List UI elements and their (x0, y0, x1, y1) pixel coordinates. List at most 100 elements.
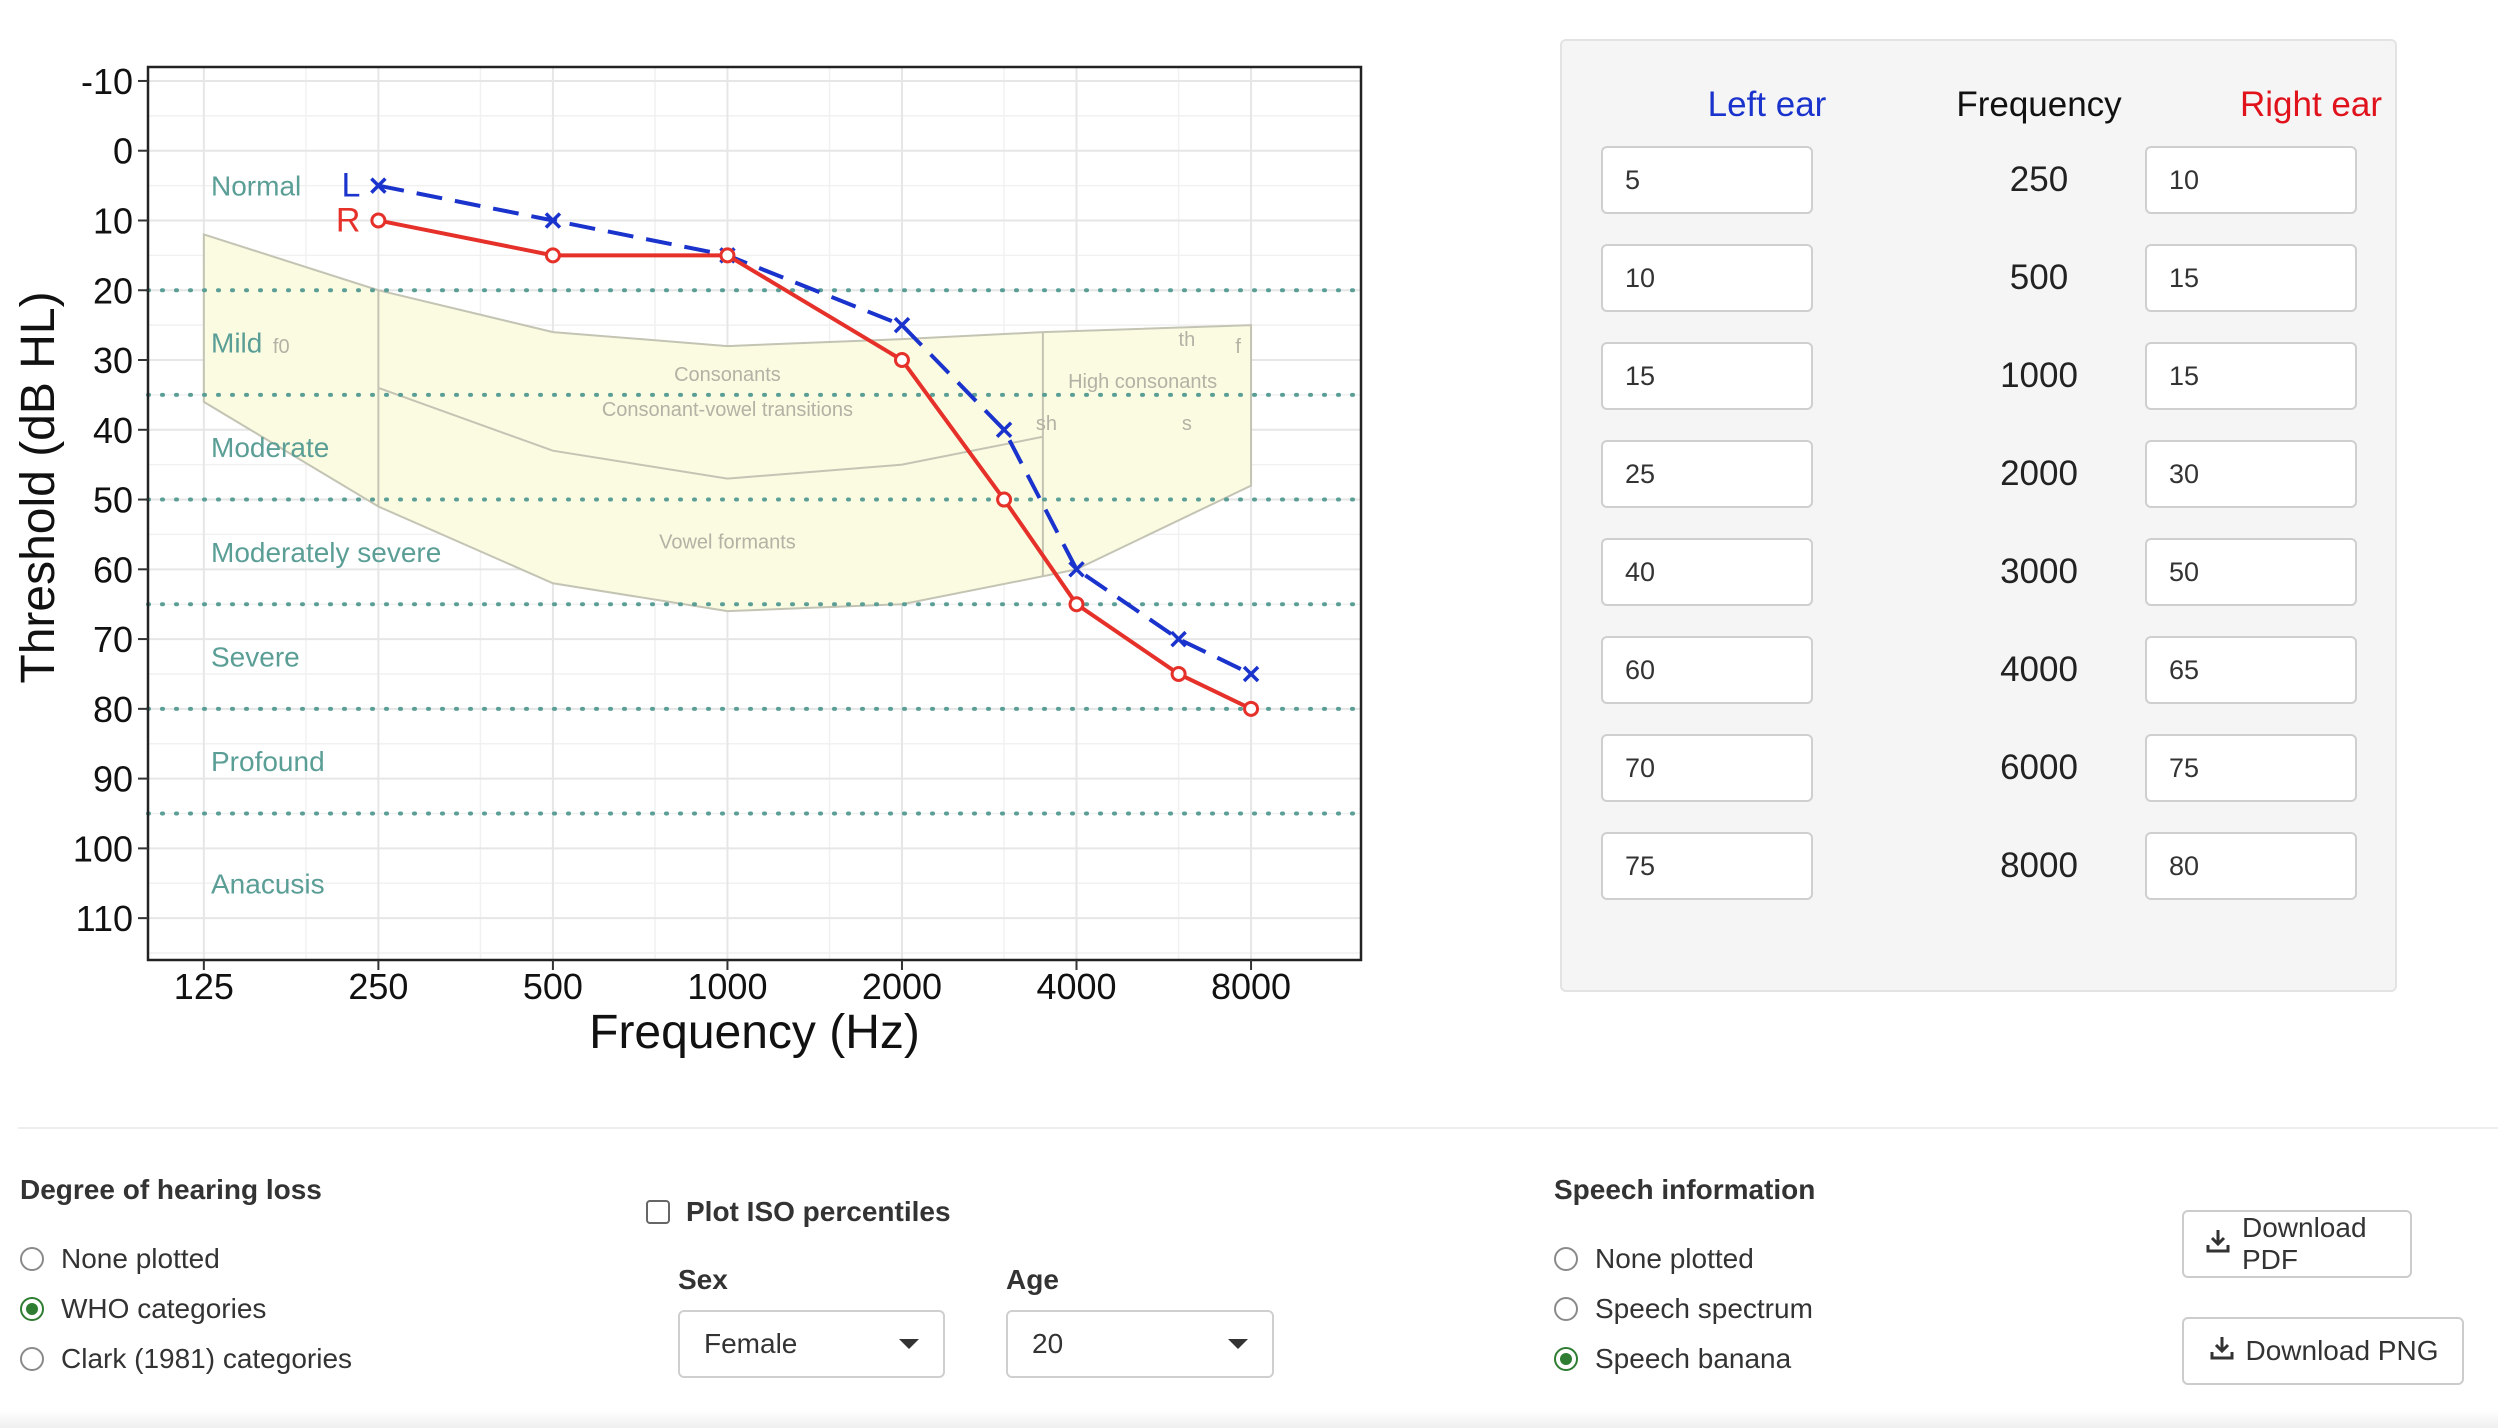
sex-label: Sex (678, 1264, 728, 1295)
left-ear-input[interactable] (1601, 636, 1813, 704)
left-ear-header: Left ear (1707, 85, 1827, 124)
frequency-label: 2000 (2000, 454, 2078, 493)
degree-title: Degree of hearing loss (20, 1174, 322, 1205)
x-tick-label: 8000 (1211, 966, 1291, 1007)
degree-option-label: None plotted (61, 1243, 220, 1274)
y-tick-label: 50 (93, 480, 133, 521)
x-tick-label: 4000 (1036, 966, 1116, 1007)
download-pdf-button[interactable]: Download PDF (2182, 1210, 2412, 1278)
category-label: Moderately severe (211, 537, 441, 568)
download-icon (2208, 1334, 2236, 1369)
page-bottom-edge (0, 1410, 2498, 1428)
data-point-R (893, 352, 910, 369)
right-ear-header: Right ear (2239, 85, 2383, 124)
right-ear-input[interactable] (2145, 244, 2357, 312)
frequency-label: 500 (2009, 258, 2069, 297)
speech-radio[interactable] (1554, 1347, 1578, 1371)
speech-label: Vowel formants (659, 531, 796, 553)
speech-label: Consonants (674, 364, 781, 386)
audiogram-plot: f0 Consonants Consonant-vowel transitions V… (0, 0, 1400, 1085)
speech-option[interactable]: None plotted (1554, 1243, 1754, 1275)
speech-label: High consonants (1068, 371, 1217, 393)
degree-option-label: WHO categories (61, 1293, 267, 1324)
left-ear-input[interactable] (1601, 146, 1813, 214)
age-select-value: 20 (1032, 1328, 1064, 1359)
y-tick-label: 20 (93, 270, 133, 311)
iso-percentiles-toggle[interactable]: Plot ISO percentiles (646, 1196, 951, 1228)
left-ear-input[interactable] (1601, 832, 1813, 900)
y-tick-label: 60 (93, 549, 133, 590)
series-label-R: R (336, 201, 361, 239)
data-point-R (544, 247, 561, 264)
right-ear-input[interactable] (2145, 636, 2357, 704)
x-tick-label: 500 (523, 966, 583, 1007)
y-tick-label: 110 (76, 898, 133, 939)
data-point-R (1170, 665, 1187, 682)
age-select[interactable]: 20 (1006, 1310, 1274, 1378)
speech-radio[interactable] (1554, 1247, 1578, 1271)
data-point-L (1068, 561, 1085, 578)
data-point-L (995, 421, 1013, 439)
frequency-label: 3000 (2000, 552, 2078, 591)
right-ear-input[interactable] (2145, 538, 2357, 606)
category-label: Normal (211, 171, 301, 202)
degree-option[interactable]: None plotted (20, 1243, 220, 1275)
left-ear-input[interactable] (1601, 244, 1813, 312)
degree-option[interactable]: Clark (1981) categories (20, 1343, 352, 1375)
speech-banana-divider (378, 386, 1044, 480)
speech-option-label: None plotted (1595, 1243, 1754, 1274)
data-point-L (1242, 665, 1260, 683)
speech-radio[interactable] (1554, 1297, 1578, 1321)
frequency-label: 250 (2009, 160, 2069, 199)
chevron-down-icon (899, 1339, 919, 1349)
x-tick-label: 1000 (687, 966, 767, 1007)
speech-option[interactable]: Speech banana (1554, 1343, 1791, 1375)
degree-radio[interactable] (20, 1347, 44, 1371)
degree-option[interactable]: WHO categories (20, 1293, 266, 1325)
y-tick-label: 100 (73, 828, 133, 869)
speech-label: s (1182, 413, 1192, 435)
speech-label: sh (1036, 413, 1057, 435)
speech-option-label: Speech spectrum (1595, 1293, 1813, 1324)
download-pdf-label: Download PDF (2242, 1212, 2367, 1275)
sex-select-value: Female (704, 1328, 798, 1359)
plot-border (146, 65, 1363, 962)
speech-option[interactable]: Speech spectrum (1554, 1293, 1813, 1325)
degree-radio[interactable] (20, 1247, 44, 1271)
download-png-button[interactable]: Download PNG (2182, 1317, 2464, 1385)
frequency-label: 1000 (2000, 356, 2078, 395)
category-label: Anacusis (211, 868, 325, 899)
right-ear-input[interactable] (2145, 146, 2357, 214)
download-icon (2204, 1227, 2232, 1262)
data-point-L (544, 212, 562, 229)
x-tick-label: 250 (348, 966, 408, 1007)
data-point-R (719, 247, 736, 264)
y-tick-label: 30 (93, 340, 133, 381)
right-ear-input[interactable] (2145, 832, 2357, 900)
left-ear-input[interactable] (1601, 734, 1813, 802)
iso-percentiles-checkbox[interactable] (646, 1200, 670, 1224)
category-label: Profound (211, 746, 325, 777)
sex-select[interactable]: Female (678, 1310, 945, 1378)
left-ear-input[interactable] (1601, 440, 1813, 508)
right-ear-input[interactable] (2145, 342, 2357, 410)
right-ear-input[interactable] (2145, 440, 2357, 508)
frequency-label: 8000 (2000, 846, 2078, 885)
y-tick-label: 0 (113, 131, 133, 172)
speech-label: f (1235, 336, 1241, 358)
right-ear-input[interactable] (2145, 734, 2357, 802)
y-tick-label: 90 (93, 759, 133, 800)
series-label-L: L (341, 167, 360, 205)
degree-radio[interactable] (20, 1297, 44, 1321)
data-point-L (1170, 630, 1187, 648)
left-ear-input[interactable] (1601, 342, 1813, 410)
data-point-R (996, 491, 1013, 508)
left-ear-input[interactable] (1601, 538, 1813, 606)
data-point-L (370, 177, 387, 194)
category-label: Severe (211, 642, 300, 673)
download-png-label: Download PNG (2245, 1335, 2439, 1366)
frequency-header: Frequency (1956, 85, 2122, 124)
data-point-L (893, 316, 911, 334)
x-tick-label: 125 (174, 966, 234, 1007)
